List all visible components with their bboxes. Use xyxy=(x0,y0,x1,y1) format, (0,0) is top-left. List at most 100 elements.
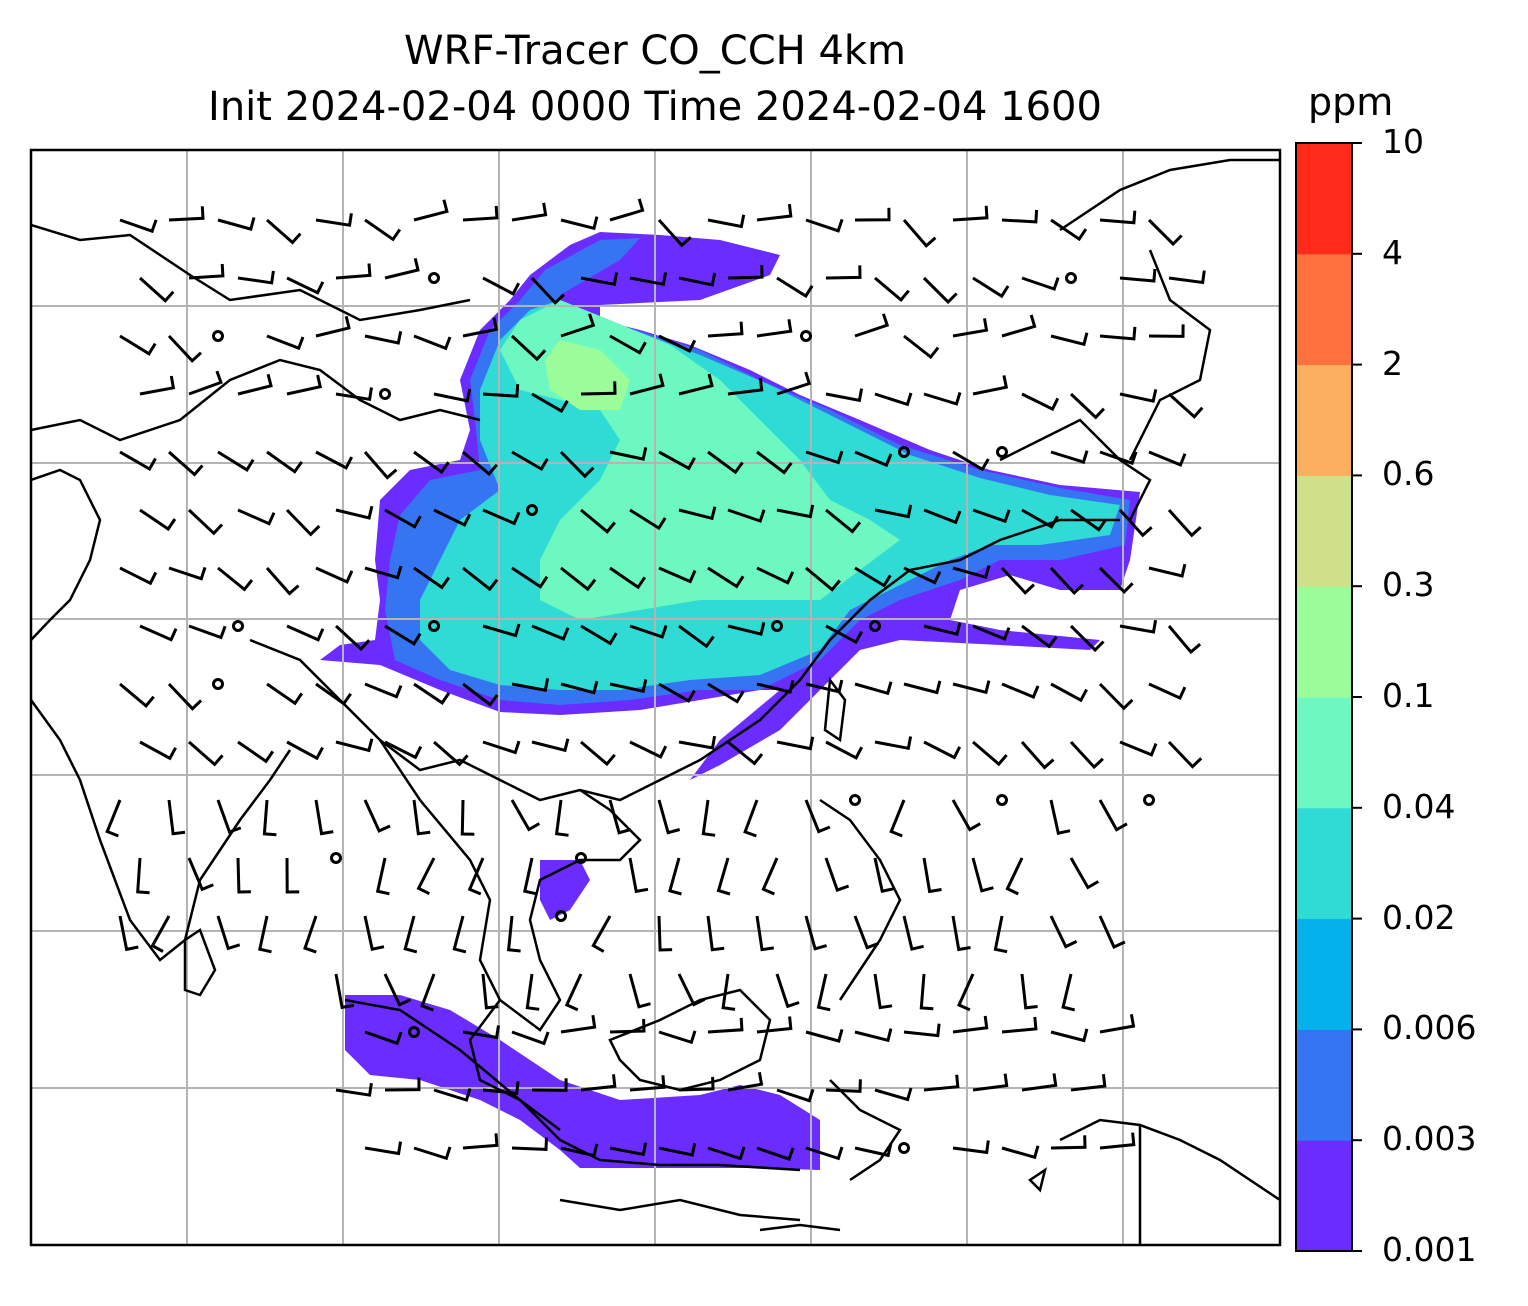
wind-barb xyxy=(217,450,255,472)
wind-barb xyxy=(580,1074,617,1092)
wind-barb xyxy=(727,1072,764,1092)
wind-barb xyxy=(580,508,616,534)
wind-barb xyxy=(756,203,793,222)
wind-barb xyxy=(628,973,651,1009)
wind-barb xyxy=(825,624,863,645)
wind-barb xyxy=(506,915,521,953)
wind-barb xyxy=(756,319,793,338)
coast-sumatra xyxy=(344,998,801,1172)
wind-barb xyxy=(1050,682,1088,703)
wind-barb xyxy=(853,915,879,950)
wind-barb xyxy=(266,682,304,706)
wind-barb xyxy=(824,857,850,893)
wind-barb xyxy=(854,566,892,588)
wind-barb xyxy=(216,799,242,834)
wind-barb xyxy=(1069,392,1105,420)
wind-barb xyxy=(657,799,681,835)
wind-barb xyxy=(678,272,717,287)
wind-barb xyxy=(727,265,764,280)
wind-barb xyxy=(1148,450,1187,467)
wind-barb xyxy=(854,1028,893,1043)
wind-barb xyxy=(609,566,647,590)
wind-barb xyxy=(531,392,569,414)
wind-barb xyxy=(805,566,841,592)
wind-barb xyxy=(609,447,648,461)
wind-barb xyxy=(315,566,354,584)
wind-barb xyxy=(335,387,373,402)
coast-sulawesi xyxy=(829,1079,902,1182)
wind-barb xyxy=(460,799,475,836)
wind-barb xyxy=(629,373,665,396)
tracer-plume-south xyxy=(345,995,820,1170)
wind-barb xyxy=(363,451,398,480)
coast-india-east xyxy=(31,699,292,962)
colorbar-tick-label: 10 xyxy=(1382,122,1424,161)
wind-barb xyxy=(217,566,254,592)
calm-marker xyxy=(869,620,881,632)
wind-barb xyxy=(531,1078,568,1092)
wind-barb xyxy=(951,915,971,952)
colorbar-segment xyxy=(1296,807,1352,920)
wind-barb xyxy=(727,508,766,523)
wind-barb xyxy=(560,216,599,231)
wind-barb xyxy=(1021,624,1058,649)
coast-newguinea xyxy=(1059,1118,1280,1202)
wind-barb xyxy=(609,679,648,693)
wind-barb xyxy=(1167,625,1202,655)
wind-barb xyxy=(658,682,696,703)
wind-barb xyxy=(1049,915,1078,949)
wind-barb xyxy=(482,276,521,296)
wind-barb xyxy=(433,388,472,403)
wind-barb xyxy=(629,740,668,759)
wind-barb xyxy=(972,624,1011,641)
coastlines xyxy=(31,158,1280,1245)
wind-barb xyxy=(971,857,994,893)
wind-barb xyxy=(952,205,989,222)
calm-marker xyxy=(771,620,783,632)
coast-borneo xyxy=(608,988,772,1092)
wind-barb xyxy=(1001,1016,1038,1034)
wind-barb xyxy=(1119,740,1158,757)
wind-barb xyxy=(608,799,632,835)
wind-barb xyxy=(285,857,300,894)
calm-marker xyxy=(996,794,1008,806)
wind-barb xyxy=(412,799,431,836)
wind-barb xyxy=(258,915,272,954)
colorbar-segment xyxy=(1296,143,1352,255)
wind-barb xyxy=(972,276,1010,299)
wind-barb xyxy=(1148,563,1187,578)
wind-barb xyxy=(668,857,682,896)
wind-barb xyxy=(658,1142,697,1157)
wind-barb xyxy=(335,1082,373,1097)
wind-barb xyxy=(903,1023,941,1038)
wind-barb xyxy=(266,218,302,245)
wind-barb xyxy=(1020,973,1038,1010)
calm-marker xyxy=(212,678,224,690)
wind-barb xyxy=(854,313,890,338)
wind-barb xyxy=(136,857,150,895)
calm-wind-markers xyxy=(212,272,1155,1154)
colorbar-segment xyxy=(1296,586,1352,698)
wind-barb xyxy=(707,682,745,704)
wind-barb xyxy=(1001,682,1040,699)
wind-barb xyxy=(266,450,303,474)
wind-barb xyxy=(1005,857,1024,896)
wind-barb xyxy=(776,1088,815,1103)
wind-barb xyxy=(1070,508,1107,532)
wind-barb xyxy=(874,504,913,519)
calm-marker xyxy=(1143,794,1155,806)
wind-barb xyxy=(678,506,717,521)
wind-barb xyxy=(560,680,599,695)
wind-barb xyxy=(952,1140,990,1155)
wind-barb xyxy=(805,1029,844,1043)
wind-barb xyxy=(707,214,746,229)
wind-barb xyxy=(510,334,547,362)
wind-barb xyxy=(678,624,715,649)
wind-barb xyxy=(1099,210,1137,225)
wind-barb xyxy=(874,392,913,407)
wind-barb xyxy=(237,373,273,396)
wind-barb xyxy=(262,799,277,837)
wind-barb xyxy=(188,624,227,640)
wind-barb xyxy=(315,315,351,338)
